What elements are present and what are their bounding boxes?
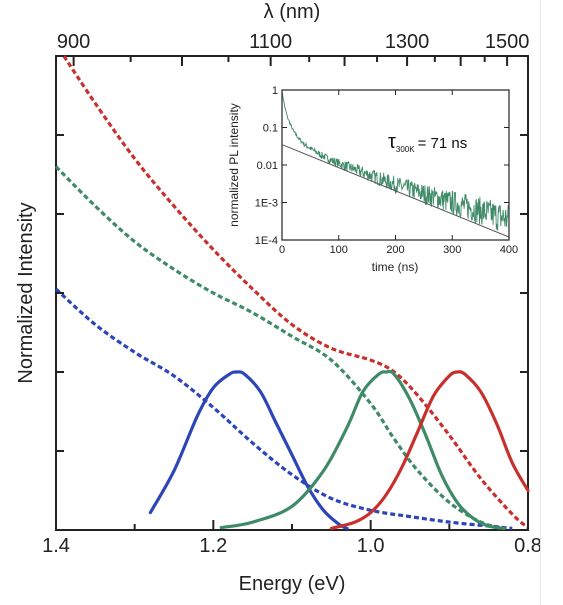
- inset-x-label: time (ns): [372, 260, 419, 274]
- inset-x-tick-label: 100: [330, 244, 348, 256]
- inset-y-tick-label: 0.1: [263, 123, 278, 135]
- inset-y-tick-label: 1: [272, 85, 278, 97]
- top-tick-label: 900: [57, 31, 90, 53]
- inset-y-label: normalized PL intensity: [227, 103, 241, 227]
- absorption-series-line-3: [54, 287, 513, 530]
- inset-x-tick-label: 200: [386, 244, 404, 256]
- emission-series-line-5: [219, 369, 506, 530]
- emission-series-line-4: [148, 370, 349, 530]
- x-axis-label: Energy (eV): [239, 573, 346, 595]
- x-tick-label: 1.4: [42, 535, 70, 557]
- tau-subscript: 300K: [396, 145, 415, 154]
- top-tick-label: 1100: [249, 31, 292, 53]
- inset-fit-line: [281, 144, 510, 238]
- top-tick-label: 1500: [485, 31, 530, 53]
- series-layer: [54, 55, 530, 530]
- inset-y-tick-label: 1E-4: [255, 235, 278, 247]
- inset-y-tick-label: 1E-3: [255, 198, 278, 210]
- inset-series-layer: [281, 92, 510, 238]
- x-tick-label: 0.8: [514, 535, 542, 557]
- absorption-series-line-2: [54, 165, 505, 530]
- x-axis-top: 900 1100 1300 1500: [57, 31, 529, 66]
- x-axis-bottom: 1.4 1.2 1.0 0.8: [42, 520, 542, 557]
- inset-x-tick-label: 300: [443, 244, 461, 256]
- tau-symbol: τ: [388, 131, 396, 153]
- top-axis-label: λ (nm): [264, 1, 321, 23]
- inset-x-tick-label: 400: [500, 244, 518, 256]
- absorption-series-line-1: [62, 55, 530, 529]
- x-tick-label: 1.0: [357, 535, 385, 557]
- x-tick-label: 1.2: [199, 535, 227, 557]
- inset-x-tick-label: 0: [279, 244, 285, 256]
- emission-series-line-6: [329, 370, 530, 530]
- page-divider: [540, 0, 541, 605]
- top-tick-label: 1300: [385, 31, 430, 53]
- tau-value: = 71 ns: [418, 135, 468, 152]
- inset-axes: 0 100 200 300 400 1 0.1 0.01 1E-3 1E-4: [255, 85, 518, 256]
- y-axis-ticks: [56, 55, 528, 531]
- inset-annotation: τ300K = 71 ns: [388, 131, 467, 154]
- inset-frame: [281, 89, 510, 241]
- inset-y-tick-label: 0.01: [257, 160, 278, 172]
- y-axis-label: Normalized Intensity: [15, 202, 37, 383]
